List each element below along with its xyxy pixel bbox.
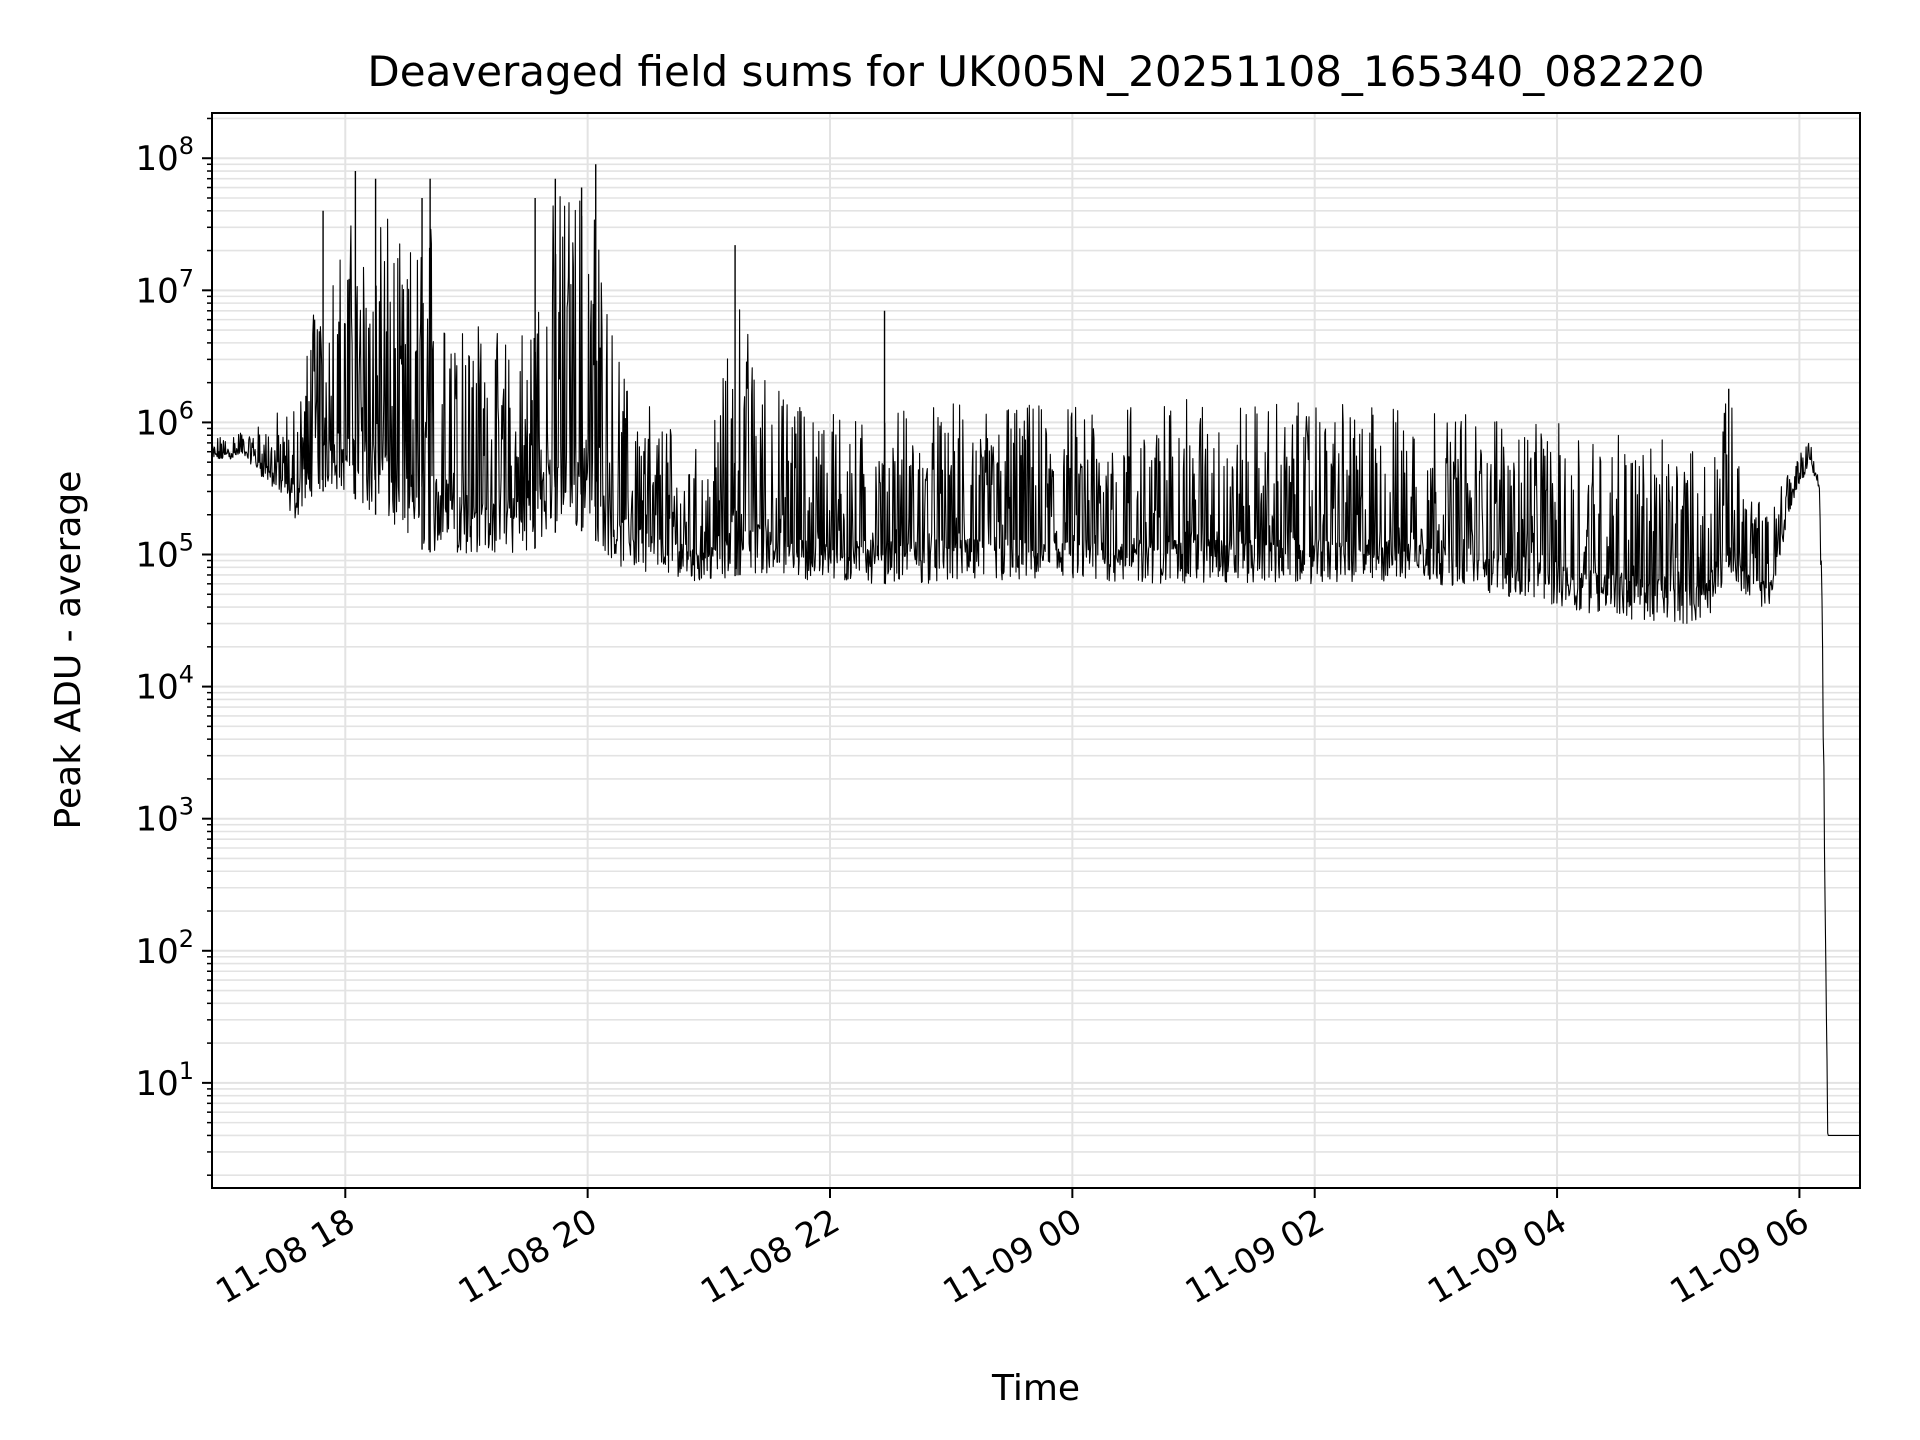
plot-frame [211, 112, 1861, 1189]
x-axis-label: Time [991, 1368, 1080, 1409]
y-tick-label: 104 [135, 661, 194, 708]
y-axis-ticks: 101 102 103 104 105 106 107 108 [135, 117, 212, 1176]
data-line [211, 196, 1860, 1136]
y-axis-label: Peak ADU - average [48, 471, 89, 830]
y-tick-label: 101 [135, 1057, 194, 1104]
y-tick-label: 107 [135, 264, 194, 311]
y-tick-label: 108 [135, 132, 194, 179]
y-tick-label: 105 [135, 529, 194, 576]
y-tick-label: 106 [135, 396, 194, 443]
chart-title: Deaveraged field sums for UK005N_2025110… [367, 47, 1704, 96]
y-tick-label: 102 [135, 925, 194, 972]
series-group [211, 164, 1860, 1136]
y-tick-label: 103 [135, 793, 194, 840]
grid [212, 113, 1860, 1188]
